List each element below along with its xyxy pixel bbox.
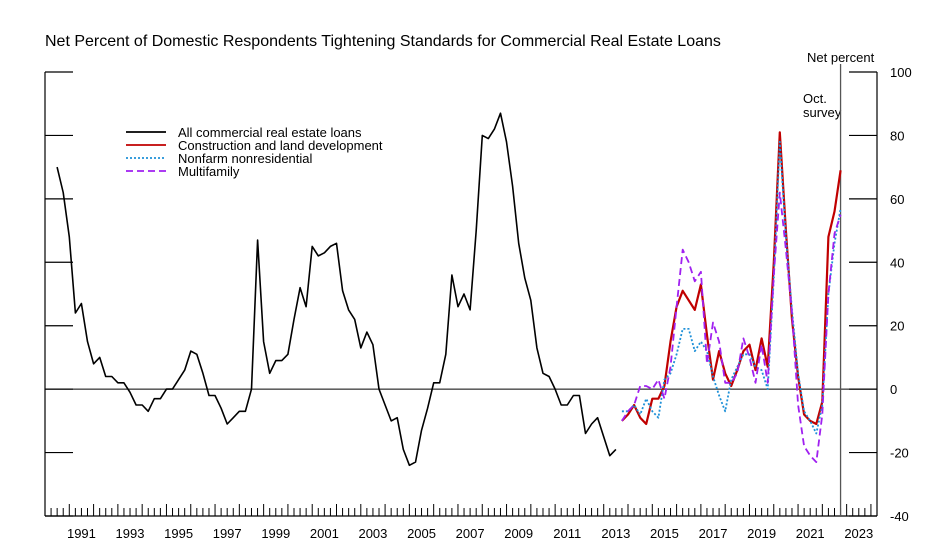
x-tick-label: 2023: [844, 526, 873, 541]
x-tick-label: 1999: [261, 526, 290, 541]
y-tick-label: -40: [890, 509, 909, 524]
y-tick-label: 20: [890, 319, 904, 334]
y-tick-label: 100: [890, 65, 912, 80]
series-line-nonfarm-nonresidential: [621, 140, 842, 435]
x-tick-label: 1991: [67, 526, 96, 541]
x-tick-label: 2007: [456, 526, 485, 541]
legend-label: Nonfarm nonresidential: [178, 151, 313, 166]
x-tick-label: 2005: [407, 526, 436, 541]
y-axis-label: Net percent: [807, 50, 875, 65]
x-tick-label: 1997: [213, 526, 242, 541]
x-tick-label: 1995: [164, 526, 193, 541]
legend: All commercial real estate loansConstruc…: [126, 125, 383, 179]
x-axis: 1991 1993 1995 1997 1999 2001 2003 2005 2007 2009…: [44, 504, 878, 541]
y-tick-label: 60: [890, 192, 904, 207]
reference-line-label-survey: survey: [803, 105, 842, 120]
y-tick-label: 80: [890, 128, 904, 143]
x-tick-label: 2017: [699, 526, 728, 541]
legend-label: Construction and land development: [178, 138, 383, 153]
series-lines: [56, 112, 842, 467]
y-axis: 100 80 60 40 20 0 -20 -40: [45, 65, 912, 524]
series-line-all-commercial-real-estate-loans: [56, 112, 617, 467]
reference-line-label-oct: Oct.: [803, 91, 827, 106]
reference-line: Oct. survey: [803, 64, 842, 516]
x-tick-label: 2019: [747, 526, 776, 541]
x-tick-label: 2003: [358, 526, 387, 541]
x-tick-label: 2001: [310, 526, 339, 541]
y-tick-label: -20: [890, 446, 909, 461]
series-line-multifamily: [621, 191, 842, 463]
series-line-construction-and-land-development: [621, 131, 842, 426]
x-tick-label: 2009: [504, 526, 533, 541]
x-tick-label: 2013: [601, 526, 630, 541]
y-tick-label: 40: [890, 255, 904, 270]
legend-label: Multifamily: [178, 164, 240, 179]
legend-label: All commercial real estate loans: [178, 125, 362, 140]
x-tick-label: 2015: [650, 526, 679, 541]
x-tick-label: 2021: [796, 526, 825, 541]
plot-frame: [44, 72, 878, 517]
x-tick-label: 2011: [553, 526, 581, 541]
y-tick-label: 0: [890, 382, 897, 397]
chart-title: Net Percent of Domestic Respondents Tigh…: [45, 33, 721, 50]
x-tick-label: 1993: [116, 526, 145, 541]
